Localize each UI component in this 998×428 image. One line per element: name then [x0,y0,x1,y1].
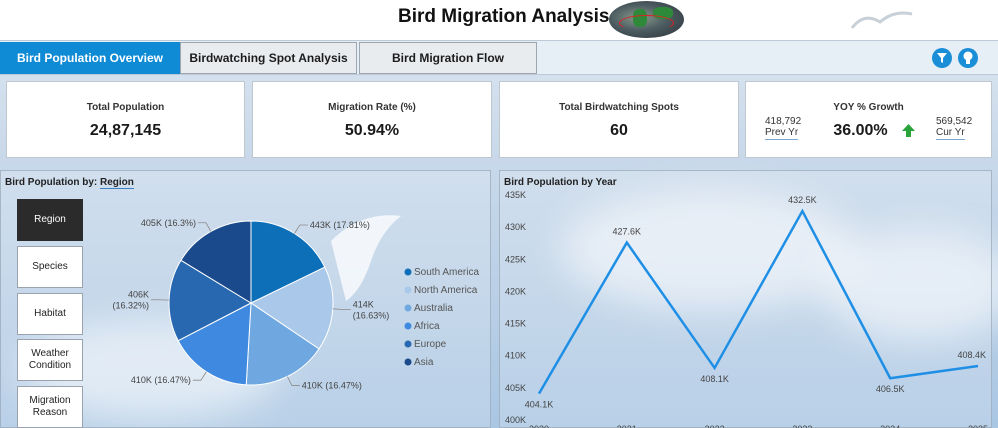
legend-marker [404,304,412,312]
legend-marker [404,322,412,330]
pie-leader-line [192,371,207,381]
year-line-chart: 400K 405K 410K 415K 420K 425K 430K 435K 2020 2021… [505,190,988,428]
line-data-label: 406.5K [876,384,905,394]
slicer-migration-reason[interactable]: Migration Reason [17,386,83,428]
population-by-year-panel: Bird Population by Year 400K 405K 410K 415K… [499,170,992,428]
population-by-region-panel: Bird Population by: Region Region Specie… [0,170,491,428]
cloud [560,190,860,310]
slicer-species[interactable]: Species [17,246,83,288]
y-tick-label: 430K [505,222,526,232]
filter-button[interactable] [932,48,952,68]
region-pie-chart: 443K (17.81%) 414K (16.63%) 410K (16.47%) 41… [113,215,479,390]
x-tick-label: 2024 [880,424,900,428]
slicer-weather-condition[interactable]: Weather Condition [17,339,83,381]
kpi-label: Total Birdwatching Spots [559,102,679,113]
kpi-label: Migration Rate (%) [328,102,416,113]
kpi-migration-rate: Migration Rate (%) 50.94% [252,81,492,158]
panel-title-field[interactable]: Region [100,177,134,189]
pie-data-label: 414K (16.63%) [353,300,390,321]
line-data-label: 408.4K [957,350,986,360]
prev-year-value: 418,792 [765,116,802,127]
pie-leader-line [294,224,308,234]
x-tick-label: 2022 [705,424,725,428]
kpi-value: 50.94% [344,122,400,139]
kpi-value: 60 [610,122,628,139]
pie-data-label: 443K (17.81%) [310,220,370,230]
arrow-up-icon [902,124,915,137]
kpi-label: Total Population [86,102,165,113]
filter-icon [937,53,947,63]
lightbulb-icon [963,51,973,64]
pie-slice[interactable] [180,220,252,304]
y-tick-label: 400K [505,415,526,425]
legend-marker [404,268,412,276]
x-tick-label: 2025 [968,424,988,428]
tab-bird-migration-flow[interactable]: Bird Migration Flow [359,42,537,74]
legend-label[interactable]: Africa [414,321,440,332]
prev-year-label: Prev Yr [765,127,799,140]
legend-label[interactable]: Australia [414,303,453,314]
tab-bar: Bird Population Overview Birdwatching Sp… [0,40,998,75]
pie-leader-line [332,308,351,310]
insights-button[interactable] [958,48,978,68]
legend-marker [404,340,412,348]
y-tick-label: 425K [505,254,526,264]
pie-slice[interactable] [250,220,326,304]
cur-year-value: 569,542 [936,116,973,127]
x-tick-label: 2020 [529,424,549,428]
line-data-label: 404.1K [525,400,554,410]
globe-logo-icon [609,1,684,38]
population-line[interactable] [537,208,979,395]
x-tick-label: 2023 [792,424,812,428]
cur-year-label: Cur Yr [936,127,965,140]
prev-year-block: 418,792 Prev Yr [765,116,801,140]
pie-leader-line [287,376,300,386]
legend-label[interactable]: Europe [414,339,447,350]
kpi-yoy-growth: YOY % Growth 418,792 Prev Yr 36.00% 569,… [745,81,992,158]
panel-title: Bird Population by Year [504,177,617,188]
legend-marker [404,286,412,294]
pie-data-label: 406K (16.32%) [113,290,150,311]
y-tick-label: 435K [505,190,526,200]
panel-title-prefix: Bird Population by: [5,177,98,188]
kpi-value: 36.00% [833,122,888,139]
slicer-region[interactable]: Region [17,199,83,241]
legend-marker [404,358,412,366]
legend-label[interactable]: North America [414,285,478,296]
page-title: Bird Migration Analysis [398,6,610,27]
cloud [820,230,998,340]
kpi-label: YOY % Growth [833,102,904,113]
x-tick-label: 2021 [617,424,637,428]
kpi-birdwatching-spots: Total Birdwatching Spots 60 [499,81,739,158]
y-tick-label: 405K [505,383,526,393]
legend-label[interactable]: South America [414,267,479,278]
seagull-icon [850,11,913,29]
pie-data-label: 405K (16.3%) [141,218,196,228]
panel-title: Bird Population by: Region [5,177,134,189]
pie-leader-line [197,222,212,232]
legend-label[interactable]: Asia [414,357,434,368]
line-data-label: 408.1K [700,374,729,384]
seagull-icon [331,215,401,301]
line-data-label: 432.5K [788,195,817,205]
tab-birdwatching-spot-analysis[interactable]: Birdwatching Spot Analysis [180,42,357,74]
y-tick-label: 415K [505,319,526,329]
y-tick-label: 420K [505,286,526,296]
pie-data-label: 410K (16.47%) [131,375,191,385]
header-bar: Bird Migration Analysis [0,0,998,40]
kpi-total-population: Total Population 24,87,145 [6,81,245,158]
kpi-value: 24,87,145 [89,122,162,139]
slicer-habitat[interactable]: Habitat [17,293,83,335]
cur-year-block: 569,542 Cur Yr [936,116,972,140]
tab-bird-population-overview[interactable]: Bird Population Overview [0,42,180,74]
y-tick-label: 410K [505,351,526,361]
pie-data-label: 410K (16.47%) [302,380,362,390]
line-data-label: 427.6K [613,227,642,237]
